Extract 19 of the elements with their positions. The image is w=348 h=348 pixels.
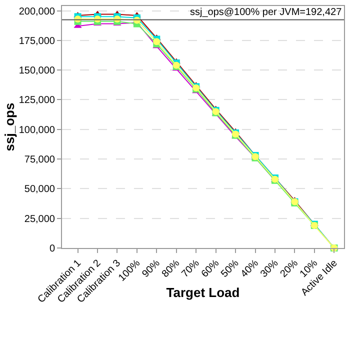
ref-line-label: ssj_ops@100% per JVM=192,427 xyxy=(190,7,342,18)
x-axis-title: Target Load xyxy=(166,285,240,300)
x-tick-label: 40% xyxy=(238,258,261,280)
y-tick-label: 100,000 xyxy=(18,124,56,136)
y-tick-label: 0 xyxy=(49,244,56,254)
x-tick-label: 90% xyxy=(140,258,162,280)
y-tick-label: 50,000 xyxy=(24,184,56,196)
x-tick-label: 80% xyxy=(160,258,182,280)
x-tick-label: 70% xyxy=(180,258,202,280)
y-axis-title: ssj_ops xyxy=(2,102,17,152)
x-tick-label: 30% xyxy=(258,258,281,280)
y-tick-label: 125,000 xyxy=(18,95,56,106)
y-tick-label: 25,000 xyxy=(24,214,56,225)
y-tick-label: 200,000 xyxy=(18,6,56,18)
y-tick-label: 75,000 xyxy=(24,154,56,166)
y-tick-label: 175,000 xyxy=(18,36,56,47)
x-tick-label: 60% xyxy=(200,258,222,280)
y-tick-label: 150,000 xyxy=(18,66,56,77)
x-tick-label: 50% xyxy=(219,258,242,280)
